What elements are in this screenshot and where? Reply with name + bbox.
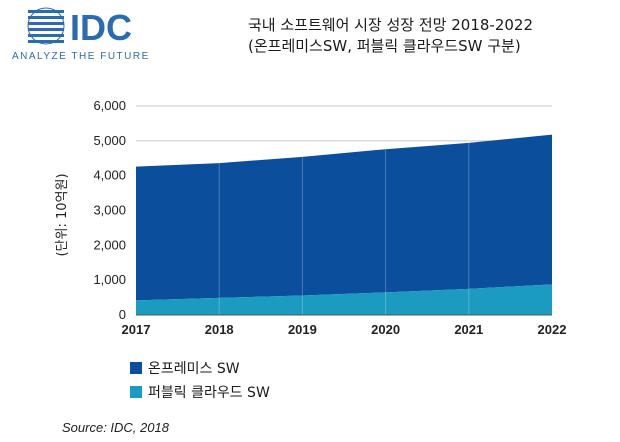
- y-tick-label: 5,000: [93, 133, 126, 148]
- area-onprem-sw: [136, 134, 552, 301]
- y-tick-label: 3,000: [93, 203, 126, 218]
- x-tick-label: 2022: [538, 322, 567, 337]
- legend-swatch-onprem: [130, 362, 142, 374]
- globe-icon: [27, 7, 65, 45]
- x-tick-label: 2020: [371, 322, 400, 337]
- x-tick-label: 2018: [205, 322, 234, 337]
- x-tick-label: 2019: [288, 322, 317, 337]
- logo-text: IDC: [70, 7, 132, 48]
- source-note: Source: IDC, 2018: [62, 420, 169, 435]
- legend-item-onprem: 온프레미스 SW: [130, 356, 270, 380]
- legend-label-onprem: 온프레미스 SW: [148, 361, 240, 377]
- axes: 0 1,000 2,000 3,000 4,000 5,000 6,000 2017 2018 2…: [93, 98, 566, 337]
- y-axis-label: (단위: 10억원): [55, 173, 70, 256]
- y-tick-label: 0: [119, 307, 126, 322]
- logo-tagline: ANALYZE THE FUTURE: [12, 51, 150, 62]
- x-tick-label: 2021: [454, 322, 483, 337]
- area-public-cloud-sw: [136, 284, 552, 315]
- chart-subtitle: (온프레미스SW, 퍼블릭 클라우드SW 구분): [248, 37, 521, 55]
- chart-title: 국내 소프트웨어 시장 성장 전망 2018-2022: [248, 16, 534, 34]
- y-tick-label: 6,000: [93, 98, 126, 113]
- x-tick-label: 2017: [122, 322, 151, 337]
- legend: 온프레미스 SW 퍼블릭 클라우드 SW: [130, 356, 270, 404]
- y-tick-label: 2,000: [93, 237, 126, 252]
- idc-logo: IDC ANALYZE THE FUTURE: [12, 7, 150, 62]
- y-tick-label: 1,000: [93, 272, 126, 287]
- y-tick-label: 4,000: [93, 168, 126, 183]
- legend-item-cloud: 퍼블릭 클라우드 SW: [130, 380, 270, 404]
- legend-label-cloud: 퍼블릭 클라우드 SW: [148, 385, 270, 401]
- legend-swatch-cloud: [130, 386, 142, 398]
- area-series: [136, 106, 552, 315]
